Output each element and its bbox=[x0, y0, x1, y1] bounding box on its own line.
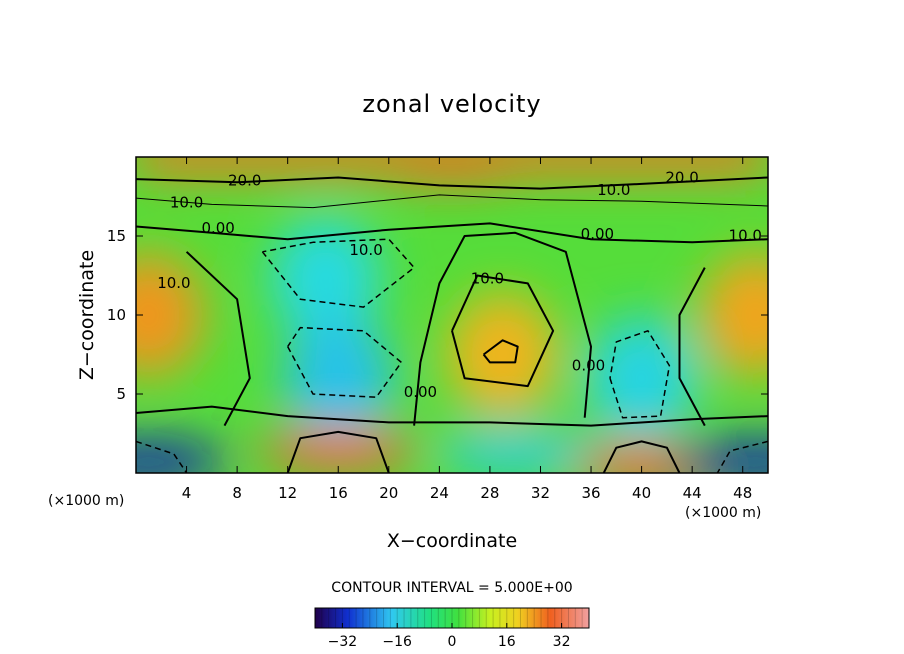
x-axis-label: X−coordinate bbox=[387, 530, 517, 552]
colorbar-tick-label: −32 bbox=[328, 634, 358, 650]
contour-label: 20.0 bbox=[228, 171, 261, 189]
colorbar-tick-label: 0 bbox=[448, 634, 457, 650]
top-warm-band bbox=[136, 157, 768, 175]
contour-label: 10.0 bbox=[597, 181, 630, 199]
x-tick-label: 12 bbox=[278, 484, 297, 502]
x-tick-label: 20 bbox=[379, 484, 398, 502]
contour-line bbox=[136, 194, 768, 209]
contour-label: 10.0 bbox=[729, 227, 762, 245]
contour-line bbox=[286, 430, 390, 473]
field-patch bbox=[270, 216, 381, 341]
contour-line bbox=[413, 231, 592, 426]
y-tick-label: 10 bbox=[107, 306, 126, 324]
chart-title: zonal velocity bbox=[362, 90, 541, 118]
field-patch bbox=[435, 430, 596, 473]
x-tick-label: 8 bbox=[232, 484, 242, 502]
x-tick-label: 40 bbox=[632, 484, 651, 502]
field-patch bbox=[283, 316, 394, 441]
x-tick-label: 4 bbox=[182, 484, 192, 502]
contour-line bbox=[678, 267, 706, 427]
x-tick-label: 44 bbox=[683, 484, 702, 502]
colorbar-tick-label: 16 bbox=[498, 634, 516, 650]
field-patch bbox=[700, 253, 768, 377]
colorbar-tick-label: −16 bbox=[382, 634, 412, 650]
contour-label: 0.00 bbox=[581, 225, 614, 243]
field-patch bbox=[675, 439, 768, 473]
y-axis-label: Z−coordinate bbox=[76, 250, 98, 380]
contour-line bbox=[609, 330, 671, 419]
field-patch bbox=[136, 253, 204, 377]
contour-line bbox=[602, 440, 681, 473]
contour-interval-label: CONTOUR INTERVAL = 5.000E+00 bbox=[331, 580, 572, 596]
contour-line bbox=[482, 339, 519, 364]
contour-line bbox=[287, 326, 403, 398]
x-tick-label: 16 bbox=[329, 484, 348, 502]
contour-line bbox=[136, 176, 768, 190]
contour-label: 10.0 bbox=[349, 241, 382, 259]
y-tick-label: 5 bbox=[116, 385, 126, 403]
field-patch bbox=[258, 428, 419, 473]
colorbar-tick-label: 32 bbox=[553, 634, 571, 650]
x-tick-label: 32 bbox=[531, 484, 550, 502]
contour-label: 20.0 bbox=[665, 168, 698, 186]
field-patch bbox=[586, 316, 697, 441]
field-patch bbox=[136, 439, 229, 473]
x-tick-label: 24 bbox=[430, 484, 449, 502]
contour-line bbox=[451, 274, 555, 388]
contour-label: 10.0 bbox=[157, 274, 190, 292]
contour-label: 0.00 bbox=[572, 356, 605, 374]
contour-line bbox=[185, 251, 251, 427]
colorbar: −32 −16 0 16 32 bbox=[314, 607, 590, 650]
contour-label: 0.00 bbox=[404, 383, 437, 401]
contour-line bbox=[261, 238, 415, 308]
colorbar-fill bbox=[315, 608, 589, 628]
contour-line bbox=[136, 440, 188, 473]
y-unit-label: (×1000 m) bbox=[48, 493, 124, 509]
contour-line bbox=[136, 222, 768, 244]
contour-label: 10.0 bbox=[471, 269, 504, 287]
x-tick-label: 48 bbox=[733, 484, 752, 502]
x-unit-label: (×1000 m) bbox=[685, 505, 761, 521]
y-tick-label: 15 bbox=[107, 227, 126, 245]
contour-line bbox=[136, 405, 768, 427]
plot-area bbox=[136, 157, 768, 473]
contour-line bbox=[716, 440, 768, 473]
field-patch bbox=[447, 292, 558, 417]
x-tick-label: 28 bbox=[480, 484, 499, 502]
x-tick-label: 36 bbox=[581, 484, 600, 502]
contour-label: 10.0 bbox=[170, 194, 203, 212]
contour-label: 0.00 bbox=[201, 219, 234, 237]
